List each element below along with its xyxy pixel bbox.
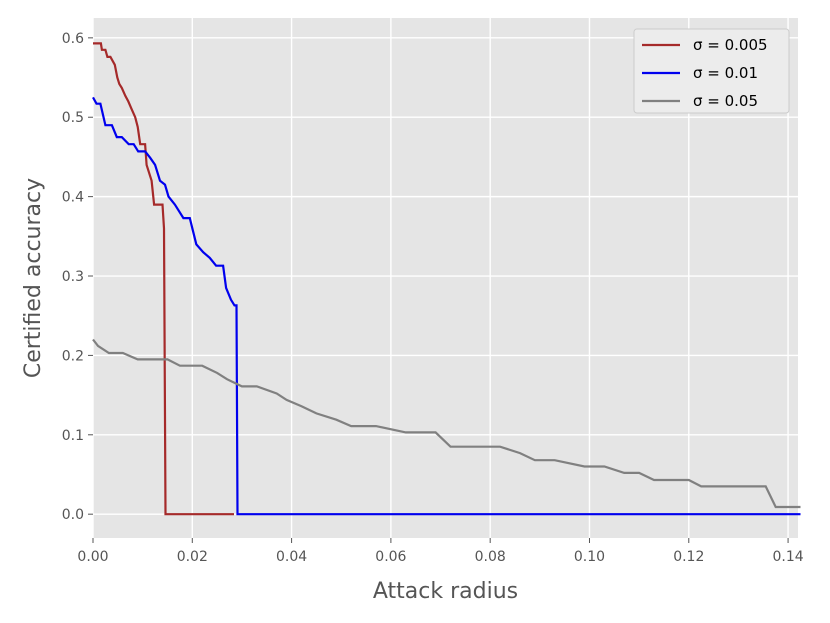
x-tick-label: 0.10 xyxy=(574,549,605,565)
x-tick-label: 0.00 xyxy=(77,549,108,565)
y-tick-label: 0.1 xyxy=(62,428,84,444)
y-axis-label: Certified accuracy xyxy=(21,178,46,378)
series-line-1 xyxy=(93,42,234,516)
x-tick-label: 0.06 xyxy=(375,549,406,565)
legend-label-2: σ = 0.01 xyxy=(693,64,758,82)
legend-label-1: σ = 0.005 xyxy=(693,36,768,54)
series-line-3 xyxy=(92,338,801,509)
series-line-2 xyxy=(92,96,801,516)
x-axis-label: Attack radius xyxy=(373,579,518,604)
legend: σ = 0.005 σ = 0.01 σ = 0.05 xyxy=(633,28,790,114)
y-tick-label: 0.6 xyxy=(62,31,84,47)
x-tick-labels: 0.00 0.02 0.04 0.06 0.08 0.10 0.12 0.14 xyxy=(77,538,804,565)
y-tick-label: 0.5 xyxy=(62,110,84,126)
x-tick-label: 0.12 xyxy=(673,549,704,565)
x-tick-label: 0.02 xyxy=(177,549,208,565)
x-tick-label: 0.08 xyxy=(475,549,506,565)
series-lines xyxy=(92,42,801,516)
y-tick-label: 0.3 xyxy=(62,269,84,285)
x-tick-label: 0.04 xyxy=(276,549,307,565)
y-tick-label: 0.4 xyxy=(62,190,84,206)
y-tick-label: 0.0 xyxy=(62,507,84,523)
y-tick-labels: 0.0 0.1 0.2 0.3 0.4 0.5 0.6 xyxy=(62,31,93,523)
y-tick-label: 0.2 xyxy=(62,348,84,364)
legend-label-3: σ = 0.05 xyxy=(693,92,758,110)
legend-box xyxy=(633,28,790,114)
x-tick-label: 0.14 xyxy=(772,549,803,565)
